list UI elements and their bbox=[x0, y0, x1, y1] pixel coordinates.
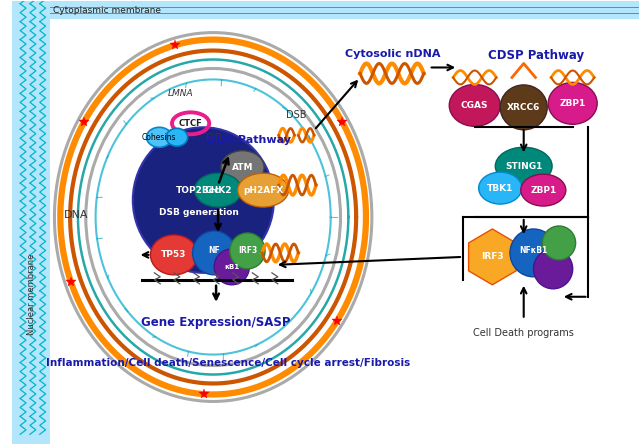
Text: TOP2Bcc: TOP2Bcc bbox=[176, 186, 221, 194]
Ellipse shape bbox=[479, 172, 522, 204]
Ellipse shape bbox=[150, 235, 198, 275]
Text: CTCF: CTCF bbox=[179, 119, 202, 128]
Bar bbox=[12, 1, 49, 444]
Circle shape bbox=[214, 249, 250, 285]
Text: Inflammation/Cell death/Senescence/Cell cycle arrest/Fibrosis: Inflammation/Cell death/Senescence/Cell … bbox=[45, 358, 410, 368]
Text: Gene Expression/SASP: Gene Expression/SASP bbox=[141, 316, 291, 329]
Text: κB1: κB1 bbox=[224, 264, 239, 270]
Text: pH2AFX: pH2AFX bbox=[243, 186, 284, 194]
Text: LMNA: LMNA bbox=[168, 89, 194, 98]
Text: Cytosolic nDNA: Cytosolic nDNA bbox=[345, 49, 440, 59]
Ellipse shape bbox=[237, 173, 289, 207]
Text: Cohesins: Cohesins bbox=[142, 133, 177, 142]
Text: CDSP Pathway: CDSP Pathway bbox=[488, 49, 584, 62]
Text: NFκB1: NFκB1 bbox=[520, 247, 548, 255]
Text: Nuclear membrane: Nuclear membrane bbox=[28, 254, 36, 336]
Ellipse shape bbox=[166, 128, 188, 146]
Text: CGAS: CGAS bbox=[461, 101, 488, 110]
Ellipse shape bbox=[521, 174, 566, 206]
Ellipse shape bbox=[449, 85, 500, 126]
Circle shape bbox=[230, 233, 265, 269]
Text: ATM: ATM bbox=[232, 163, 253, 172]
Text: TP53: TP53 bbox=[161, 251, 187, 259]
Circle shape bbox=[193, 231, 236, 275]
Text: DSB: DSB bbox=[286, 110, 307, 120]
Ellipse shape bbox=[195, 173, 241, 207]
Text: Cytoplasmic membrane: Cytoplasmic membrane bbox=[54, 6, 161, 15]
Text: ZBP1: ZBP1 bbox=[559, 99, 586, 108]
Text: ZBP1: ZBP1 bbox=[530, 186, 556, 194]
Text: DDR Pathway: DDR Pathway bbox=[207, 135, 291, 145]
Ellipse shape bbox=[133, 127, 274, 273]
Bar bbox=[49, 1, 639, 19]
Circle shape bbox=[510, 229, 557, 277]
Ellipse shape bbox=[495, 147, 552, 185]
Ellipse shape bbox=[147, 127, 172, 147]
Text: TBK1: TBK1 bbox=[487, 184, 513, 193]
Ellipse shape bbox=[221, 151, 264, 184]
Circle shape bbox=[534, 249, 573, 289]
Text: IRF3: IRF3 bbox=[481, 252, 504, 261]
Text: DSB generation: DSB generation bbox=[159, 207, 238, 217]
Ellipse shape bbox=[500, 85, 547, 130]
Text: CHK2: CHK2 bbox=[204, 186, 232, 194]
Text: TAD: TAD bbox=[204, 133, 222, 142]
Text: Cell Death programs: Cell Death programs bbox=[473, 328, 574, 338]
Text: STING1: STING1 bbox=[505, 162, 542, 171]
Text: XRCC6: XRCC6 bbox=[507, 103, 540, 112]
Circle shape bbox=[542, 226, 575, 260]
Ellipse shape bbox=[548, 82, 597, 124]
Text: IRF3: IRF3 bbox=[238, 247, 257, 255]
Text: DNA: DNA bbox=[64, 210, 88, 220]
Text: NF: NF bbox=[208, 247, 220, 255]
